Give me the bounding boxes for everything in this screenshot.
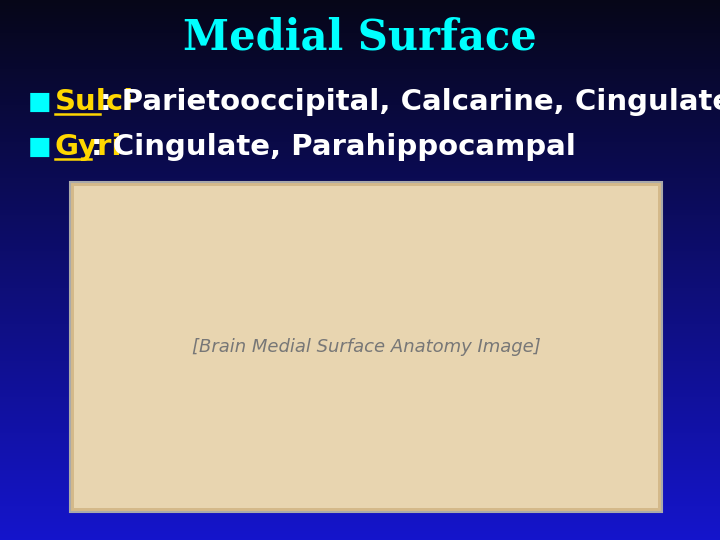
FancyBboxPatch shape: [70, 182, 662, 512]
Text: Gyri: Gyri: [55, 133, 122, 161]
Text: : Parietooccipital, Calcarine, Cingulate: : Parietooccipital, Calcarine, Cingulate: [100, 88, 720, 116]
FancyBboxPatch shape: [74, 186, 658, 508]
Text: : Cingulate, Parahippocampal: : Cingulate, Parahippocampal: [91, 133, 576, 161]
Text: [Brain Medial Surface Anatomy Image]: [Brain Medial Surface Anatomy Image]: [192, 338, 541, 356]
Text: ■: ■: [28, 90, 52, 114]
Text: ■: ■: [28, 135, 52, 159]
Text: Medial Surface: Medial Surface: [183, 17, 537, 59]
Text: Sulci: Sulci: [55, 88, 134, 116]
